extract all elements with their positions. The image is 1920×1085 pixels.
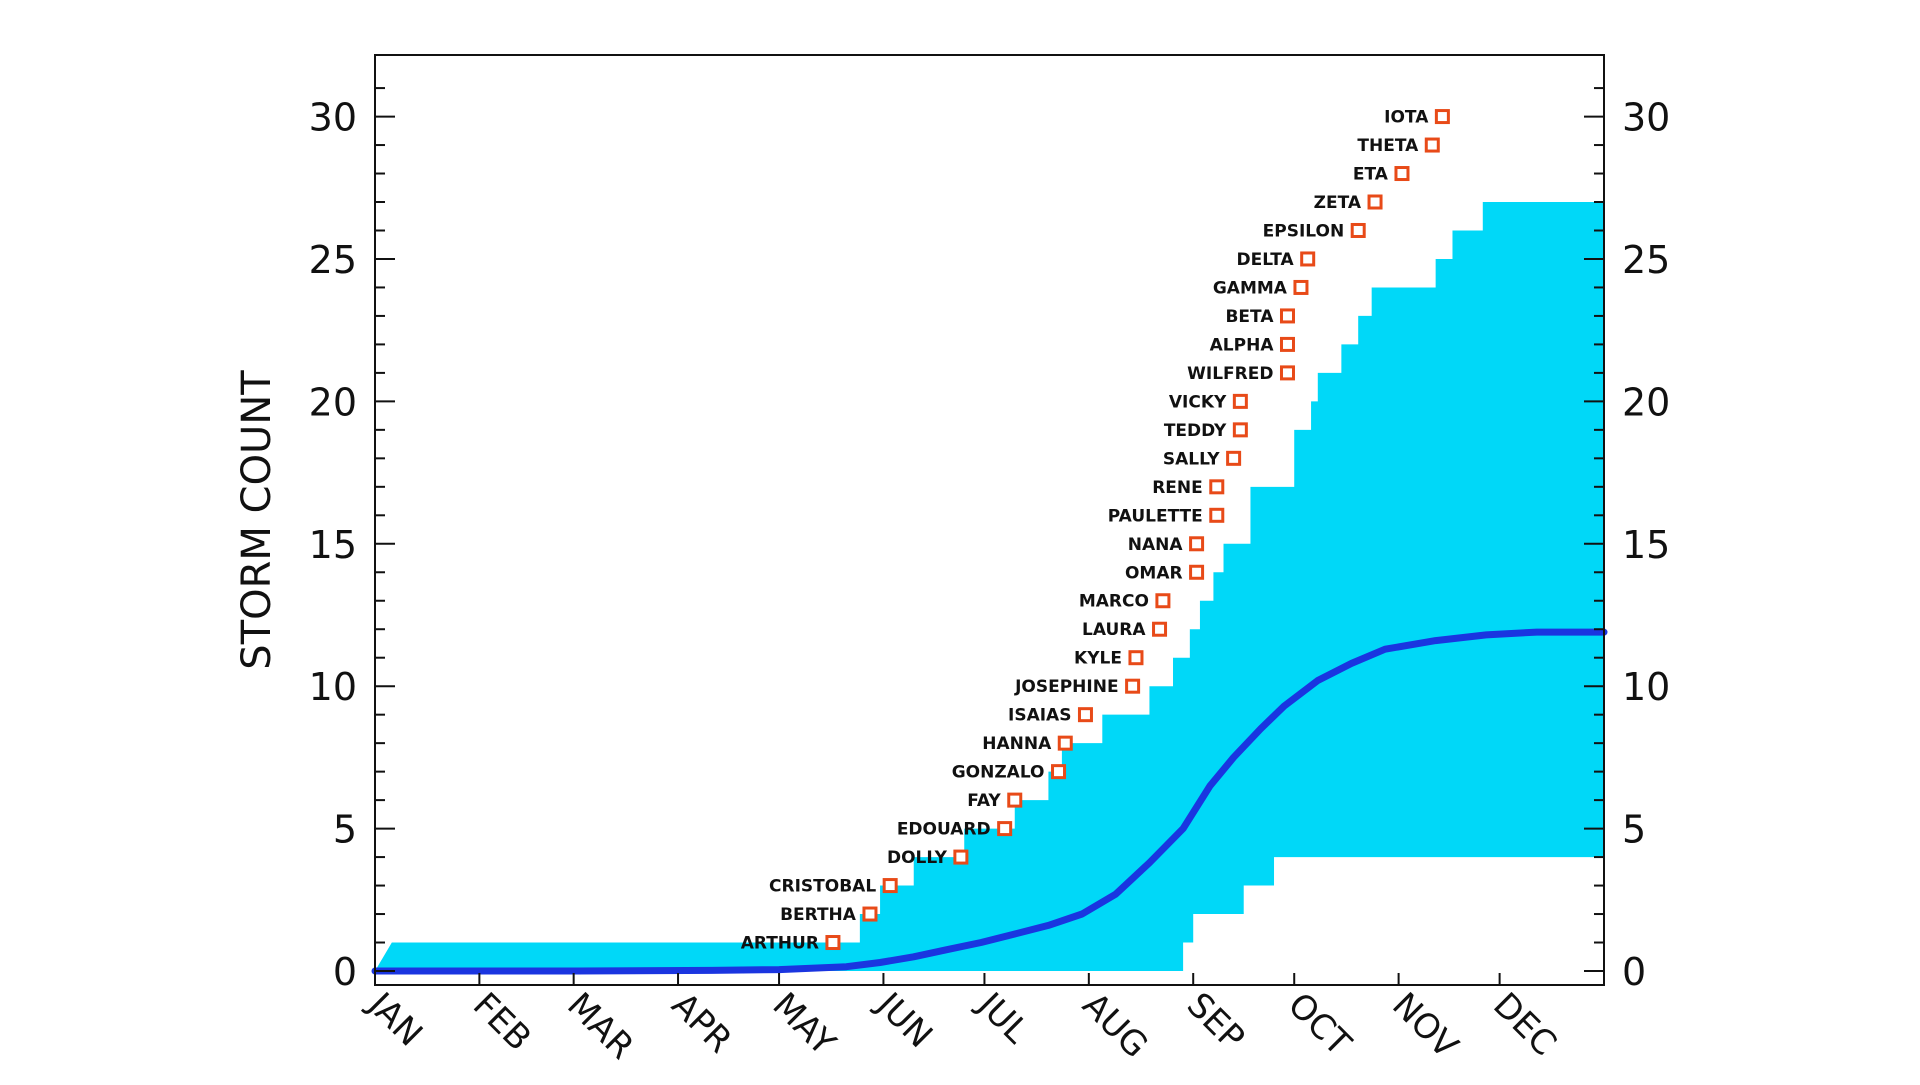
x-tick-label-dec: DEC [1485,985,1564,1064]
storm-marker [1128,650,1144,666]
storm-label: MARCO [1079,592,1149,612]
y-tick-label-left: 5 [333,808,357,852]
storm-marker [1051,764,1067,780]
storm-label: SALLY [1163,449,1220,469]
y-tick-label-left: 15 [309,523,357,567]
storm-marker [1155,593,1171,609]
storm-marker [1209,479,1225,495]
storm-markers-group: ARTHUR BERTHA CRISTOBAL DOLLY EDOUARD FAY GONZ… [741,108,1450,954]
storm-marker [1232,393,1248,409]
x-tick-label-oct: OCT [1280,985,1359,1064]
x-tick-label-feb: FEB [465,985,539,1059]
storm-label: ZETA [1314,193,1362,213]
y-tick-label-right: 0 [1622,950,1646,994]
storm-marker [1189,564,1205,580]
mean-curve [371,628,1608,975]
x-tick-label-apr: APR [664,985,740,1061]
storm-label: WILFRED [1187,364,1273,384]
storm-marker [825,935,841,951]
mean-line-group [371,628,1608,975]
storm-label: ETA [1353,165,1389,185]
storm-label: FAY [967,791,1001,811]
x-tick-label-may: MAY [765,985,843,1063]
storm-marker [1279,336,1295,352]
storm-label: NANA [1128,535,1184,555]
x-tick-label-sep: SEP [1179,985,1252,1058]
axes-group [374,54,1605,986]
y-tick-label-right: 5 [1622,808,1646,852]
y-tick-label-right: 20 [1622,380,1670,424]
y-tick-label-right: 30 [1622,96,1670,140]
x-tick-label-jan: JAN [359,984,430,1055]
storm-label: ISAIAS [1008,706,1071,726]
storm-marker [1279,308,1295,324]
storm-marker [1394,166,1410,182]
storm-label: BERTHA [780,905,857,925]
storm-label: VICKY [1169,392,1227,412]
y-tick-label-left: 0 [333,950,357,994]
x-tick-label-aug: AUG [1074,985,1155,1066]
y-tick-label-right: 10 [1622,665,1670,709]
y-tick-label-left: 20 [309,380,357,424]
storm-marker [1057,735,1073,751]
storm-marker [1077,707,1093,723]
x-tick-label-jun: JUN [868,984,940,1056]
storm-marker [1350,222,1366,238]
storm-marker [1434,109,1450,125]
storm-marker [862,906,878,922]
storm-label: CRISTOBAL [769,877,876,897]
x-tick-label-nov: NOV [1384,985,1465,1066]
storm-label: ARTHUR [741,934,819,954]
storm-label: EPSILON [1263,221,1345,241]
storm-label: ALPHA [1210,335,1275,355]
x-tick-label-jul: JUL [969,984,1037,1052]
storm-label: RENE [1152,478,1203,498]
storm-marker [1189,536,1205,552]
storm-label: THETA [1357,136,1419,156]
storm-label: LAURA [1082,620,1146,640]
storm-label: KYLE [1074,649,1122,669]
storm-marker [1293,279,1309,295]
storm-label: HANNA [982,734,1052,754]
band-group [375,173,1604,971]
storm-marker [1300,251,1316,267]
storm-marker [1226,450,1242,466]
storm-label: BETA [1225,307,1274,327]
plot-frame [374,54,1605,986]
storm-label: GONZALO [952,763,1045,783]
storm-label: EDOUARD [897,820,991,840]
storm-label: DOLLY [887,848,948,868]
storm-label: DELTA [1237,250,1295,270]
storm-marker [1279,365,1295,381]
storm-marker [1152,621,1168,637]
storm-marker [1007,792,1023,808]
storm-label: GAMMA [1213,278,1288,298]
y-axis-label: STORM COUNT [234,370,280,670]
storm-marker [1424,137,1440,153]
storm-label: IOTA [1384,108,1429,128]
storm-marker [1209,507,1225,523]
storm-marker [953,849,969,865]
storm-label: TEDDY [1164,421,1227,441]
range-band [375,173,1604,971]
storm-marker [1125,678,1141,694]
y-tick-label-right: 25 [1622,238,1670,282]
y-tick-label-left: 30 [309,96,357,140]
storm-marker [997,821,1013,837]
storm-label: PAULETTE [1108,506,1203,526]
y-tick-label-left: 10 [309,665,357,709]
storm-marker [882,878,898,894]
y-tick-label-right: 15 [1622,523,1670,567]
x-tick-label-mar: MAR [559,985,641,1067]
y-tick-label-left: 25 [309,238,357,282]
storm-marker [1367,194,1383,210]
storm-label: OMAR [1125,563,1183,583]
storm-marker [1232,422,1248,438]
storm-label: JOSEPHINE [1014,677,1119,697]
